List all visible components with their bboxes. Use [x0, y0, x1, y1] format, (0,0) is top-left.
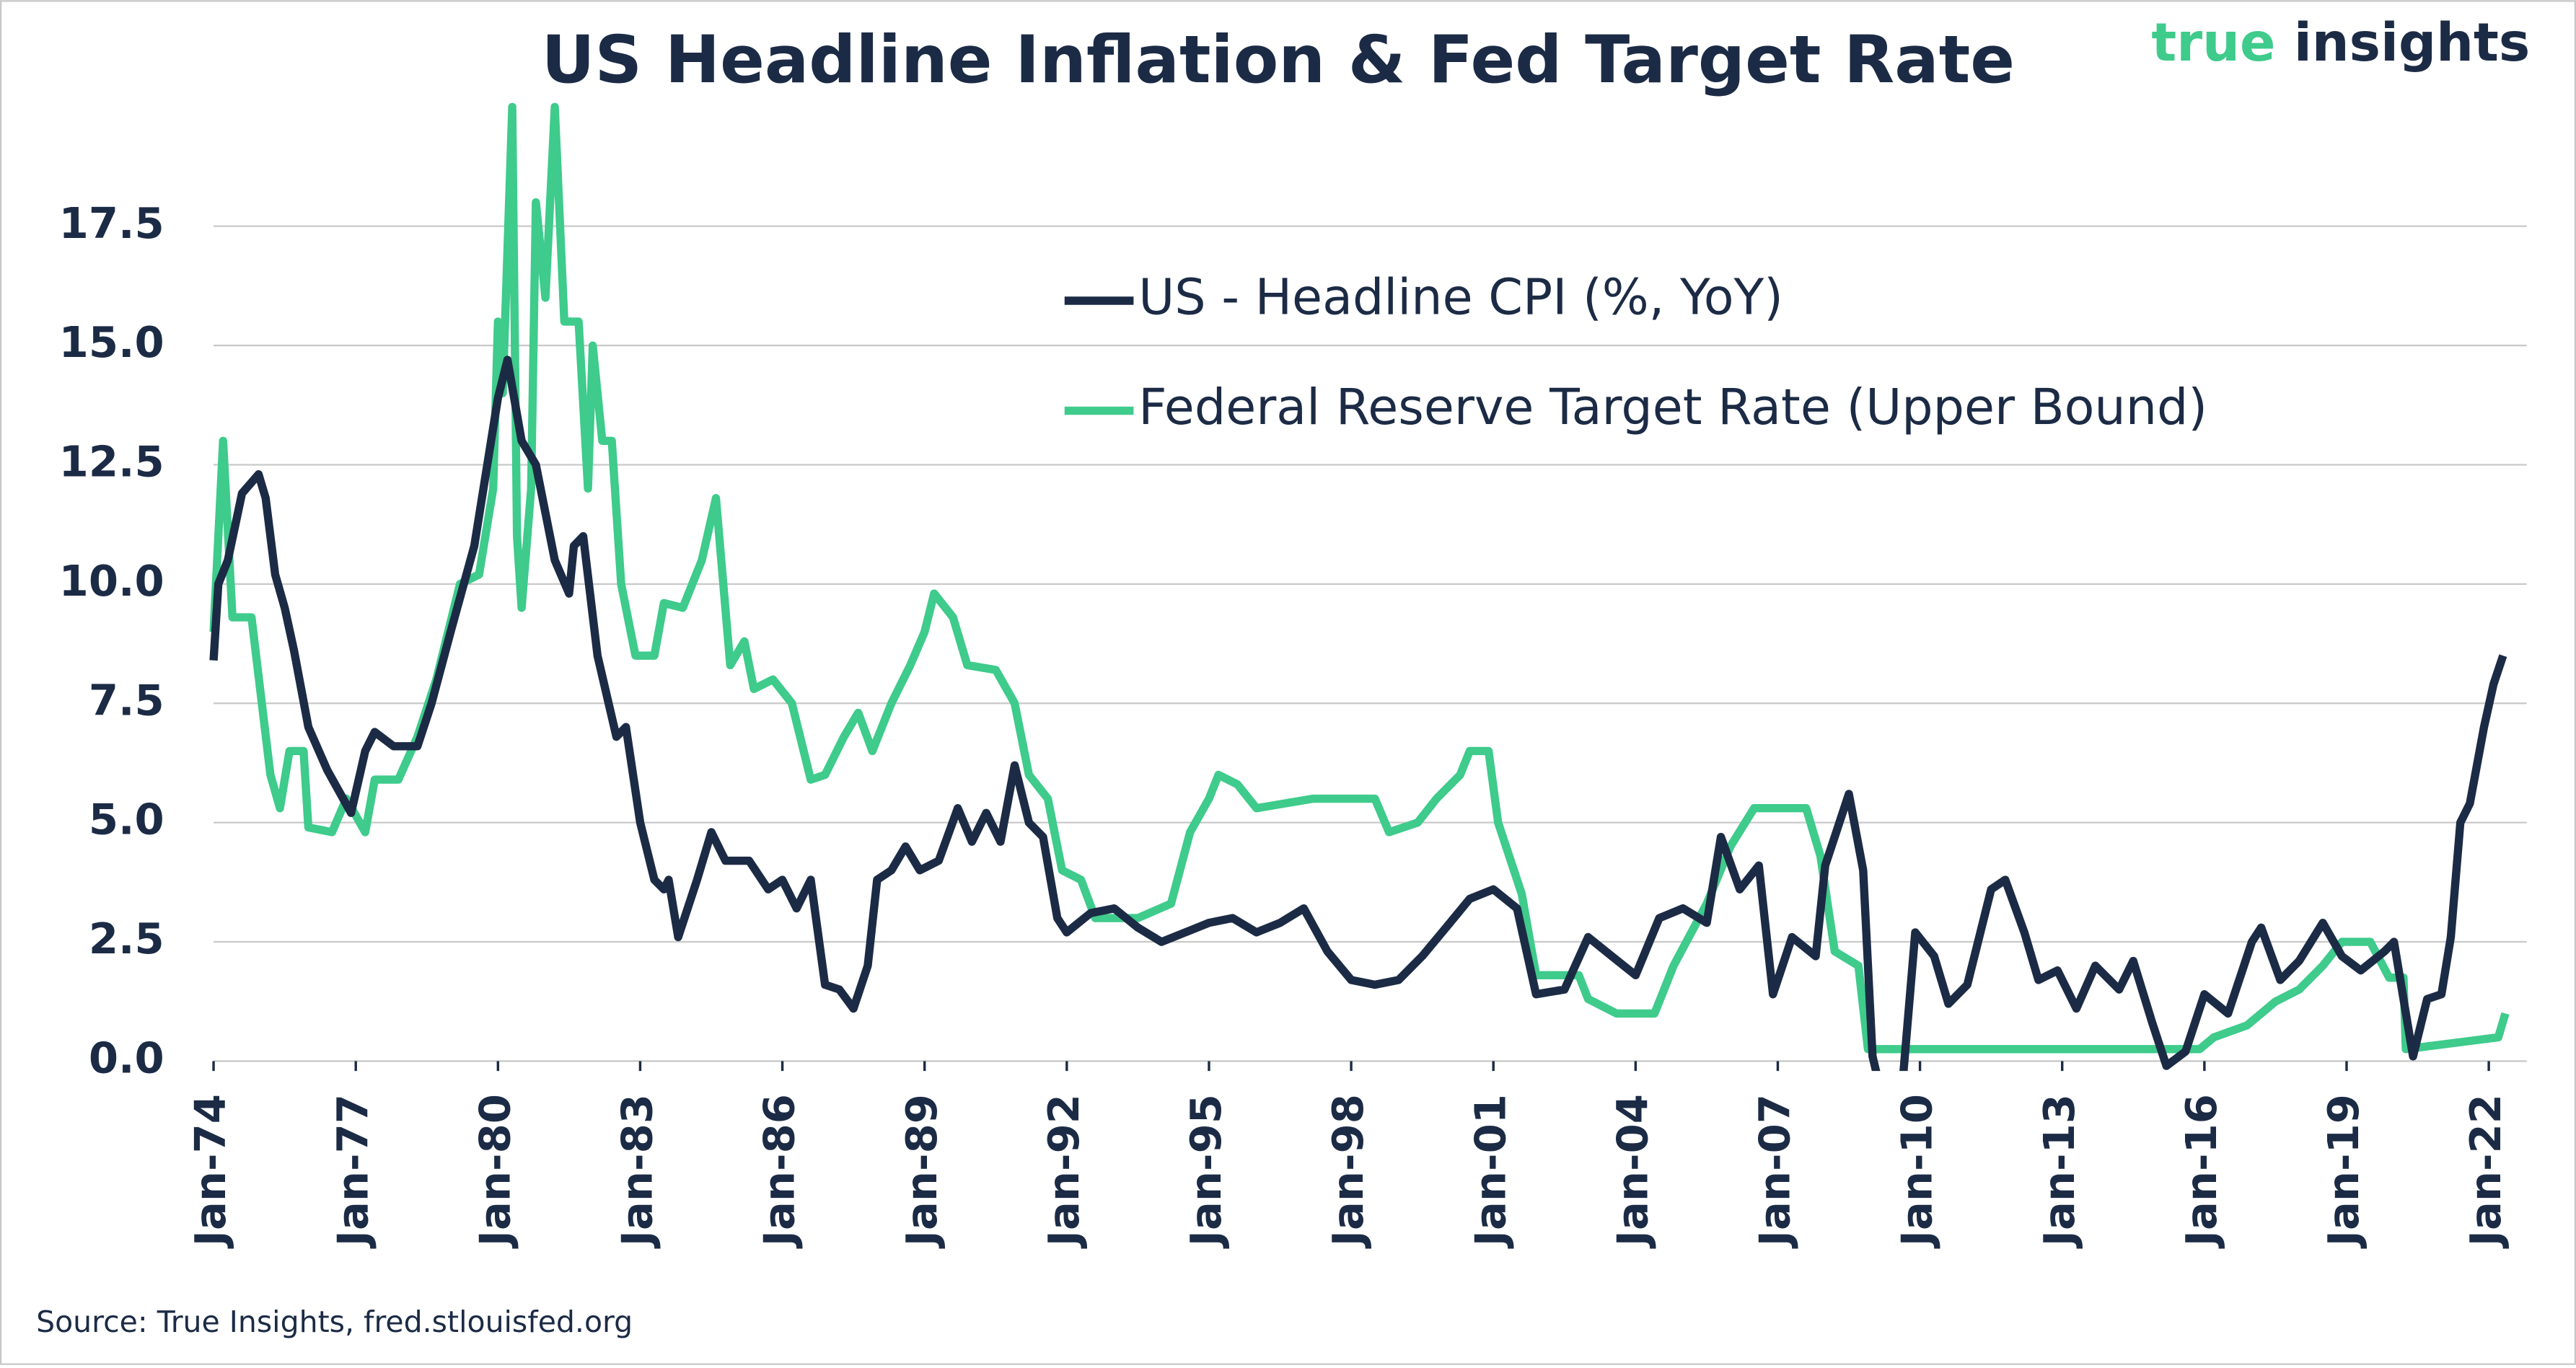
y-tick-label: 7.5 — [89, 675, 164, 725]
x-tick-label: Jan-07 — [1750, 1094, 1800, 1249]
x-tick-label: Jan-13 — [2034, 1094, 2084, 1249]
legend-label: US - Headline CPI (%, YoY) — [1138, 270, 1783, 327]
y-tick-label: 0.0 — [89, 1033, 164, 1083]
logo-first: true — [2151, 12, 2275, 74]
x-tick-label: Jan-80 — [470, 1094, 519, 1249]
x-tick-label: Jan-86 — [755, 1094, 804, 1249]
x-tick-label: Jan-92 — [1039, 1094, 1089, 1249]
y-tick-label: 10.0 — [59, 556, 164, 606]
series-line — [209, 102, 2510, 1054]
x-tick-label: Jan-16 — [2176, 1094, 2226, 1249]
x-tick-label: Jan-22 — [2461, 1094, 2510, 1249]
x-tick-label: Jan-98 — [1323, 1094, 1373, 1249]
x-tick-label: Jan-74 — [185, 1094, 235, 1249]
x-tick-label: Jan-10 — [1892, 1094, 1942, 1249]
logo-second: insights — [2294, 12, 2530, 74]
chart-title: US Headline Inflation & Fed Target Rate — [542, 22, 2015, 98]
x-tick-label: Jan-89 — [897, 1094, 946, 1249]
plot-lines — [209, 102, 2510, 1072]
series-line — [209, 356, 2507, 1072]
y-tick-label: 2.5 — [89, 914, 164, 963]
x-tick-label: Jan-77 — [328, 1094, 377, 1249]
y-tick-label: 15.0 — [59, 317, 164, 367]
y-tick-label: 5.0 — [89, 795, 164, 844]
x-tick-label: Jan-04 — [1607, 1094, 1657, 1249]
x-tick-label: Jan-01 — [1465, 1094, 1515, 1249]
x-tick-label: Jan-19 — [2318, 1094, 2368, 1249]
source: Source: True Insights, fred.stlouisfed.o… — [36, 1305, 633, 1339]
x-tick-label: Jan-83 — [612, 1094, 662, 1249]
y-tick-label: 17.5 — [59, 198, 164, 248]
logo: true insights — [2151, 12, 2530, 74]
x-tick-label: Jan-95 — [1181, 1094, 1231, 1249]
legend-label: Federal Reserve Target Rate (Upper Bound… — [1138, 379, 2207, 436]
y-tick-label: 12.5 — [59, 437, 164, 487]
